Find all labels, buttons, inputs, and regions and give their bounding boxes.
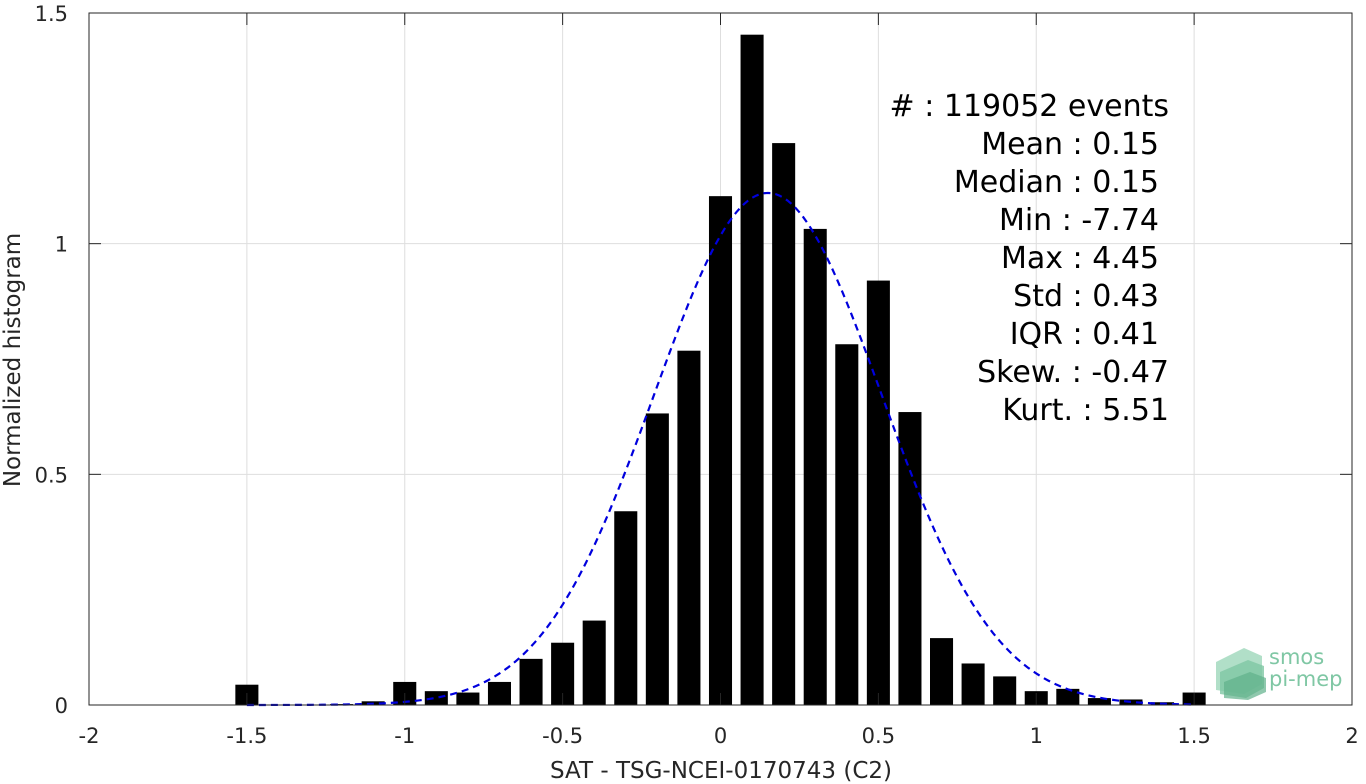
stat-line: Std : 0.43 [1013, 279, 1159, 314]
histogram-bar [1056, 688, 1080, 705]
histogram-bar [551, 642, 575, 705]
stat-line: Skew. : -0.47 [977, 355, 1169, 390]
x-tick-label: 0 [714, 724, 727, 748]
x-tick-label: -1 [394, 724, 415, 748]
y-tick-label: 0.5 [35, 463, 68, 487]
y-tick-label: 1 [55, 233, 68, 257]
y-axis-title: Normalized histogram [0, 233, 26, 487]
stat-line: Kurt. : 5.51 [1002, 393, 1169, 428]
histogram-bar [1087, 698, 1111, 705]
stat-line: IQR : 0.41 [1010, 317, 1159, 352]
x-axis-title: SAT - TSG-NCEI-0170743 (C2) [550, 758, 892, 784]
smos-pi-mep-logo: smos pi-mep [1216, 645, 1342, 700]
histogram-bar [898, 412, 922, 705]
histogram-bar [835, 344, 859, 705]
histogram-bar [456, 692, 480, 705]
x-tick-label: -1.5 [226, 724, 267, 748]
histogram-bar [866, 280, 890, 705]
logo-text-smos: smos [1269, 645, 1324, 669]
y-tick-labels: 0 0.5 1 1.5 [35, 2, 68, 718]
stat-line: Median : 0.15 [954, 165, 1159, 200]
x-tick-label: -0.5 [542, 724, 583, 748]
axis-ticks [88, 12, 1353, 706]
x-tick-labels: -2 -1.5 -1 -0.5 0 0.5 1 1.5 2 [79, 724, 1359, 748]
logo-text-pi-mep: pi-mep [1269, 667, 1342, 691]
histogram-bar [740, 34, 764, 705]
histogram-bar [582, 620, 606, 705]
histogram-bar [1119, 699, 1143, 705]
histogram-bars [235, 34, 1206, 706]
histogram-bar [772, 143, 796, 705]
stat-line: Min : -7.74 [999, 203, 1159, 238]
stat-line: Max : 4.45 [1001, 241, 1159, 276]
stat-line: # : 119052 events [890, 89, 1169, 124]
histogram-bar [803, 228, 827, 706]
histogram-bar [961, 663, 985, 705]
histogram-bar [519, 658, 543, 705]
histogram-bar [677, 350, 701, 705]
stat-line: Mean : 0.15 [981, 127, 1159, 162]
histogram-bar [993, 676, 1017, 705]
histogram-bar [487, 681, 511, 705]
histogram-bar [930, 638, 954, 705]
y-tick-label: 0 [55, 694, 68, 718]
x-tick-label: 0.5 [862, 724, 895, 748]
histogram-bar [708, 196, 733, 705]
x-tick-label: 2 [1345, 724, 1358, 748]
x-tick-label: 1.5 [1177, 724, 1210, 748]
histogram-bar [424, 691, 448, 705]
x-tick-label: -2 [79, 724, 100, 748]
histogram-bar [645, 413, 669, 705]
y-tick-label: 1.5 [35, 2, 68, 26]
histogram-bar [614, 511, 638, 705]
x-tick-label: 1 [1030, 724, 1043, 748]
logo-waves-icon [1216, 648, 1266, 700]
